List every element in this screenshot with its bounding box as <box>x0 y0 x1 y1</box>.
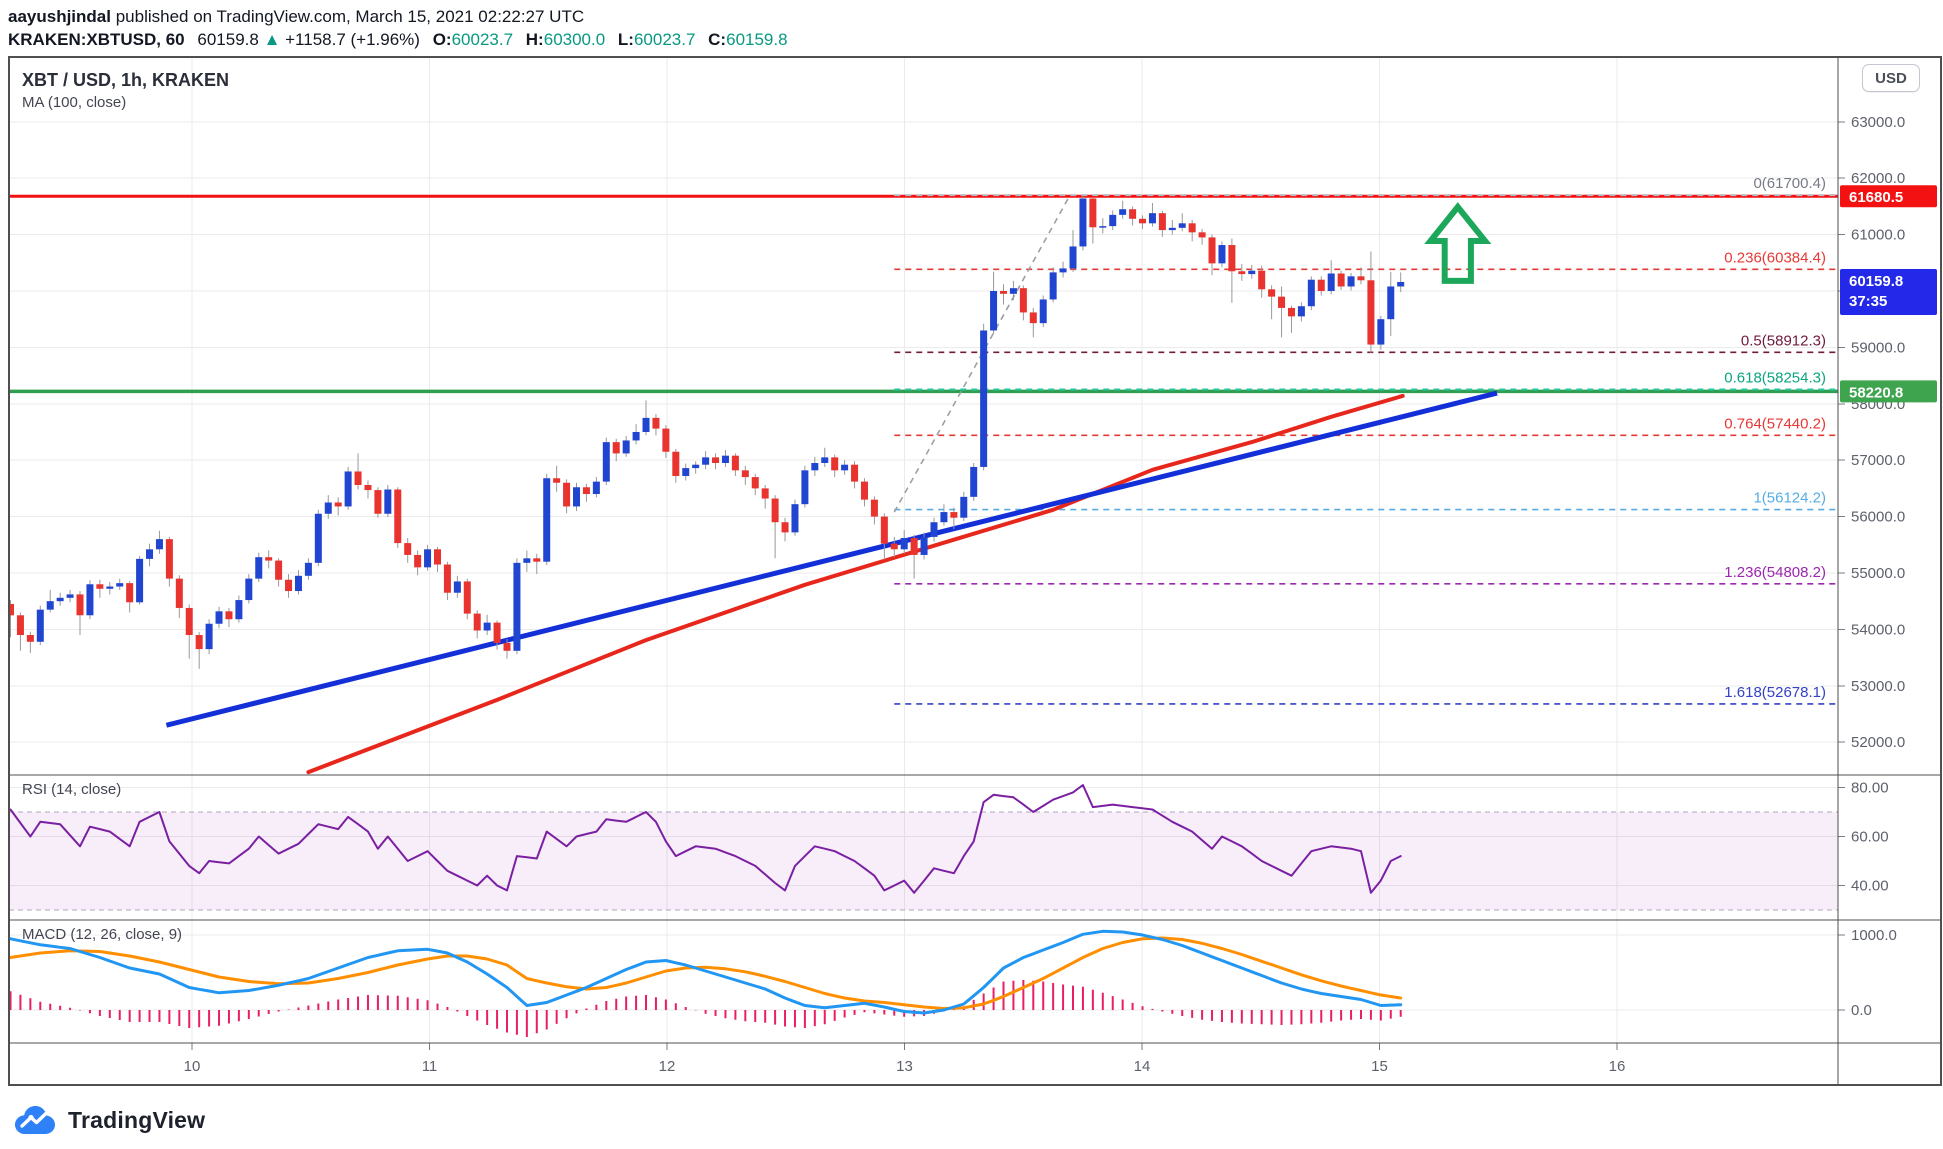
breakout-arrow-annotation <box>1424 202 1492 284</box>
macd-study-label: MACD (12, 26, close, 9) <box>22 926 183 943</box>
svg-text:40.00: 40.00 <box>1851 877 1889 894</box>
currency-toggle-button[interactable]: USD <box>1862 64 1920 92</box>
svg-text:14: 14 <box>1134 1058 1151 1075</box>
svg-text:60.00: 60.00 <box>1851 828 1889 845</box>
ascending-trendline[interactable] <box>165 390 1498 728</box>
ma-study-label: MA (100, close) <box>22 94 127 111</box>
time-axis[interactable]: 10 11 12 13 14 15 16 <box>184 1043 1626 1075</box>
high-value: 60300.0 <box>543 30 606 49</box>
svg-text:61680.5: 61680.5 <box>1849 189 1903 206</box>
svg-text:0.618(58254.3): 0.618(58254.3) <box>1724 369 1826 386</box>
gridlines <box>9 57 1838 1043</box>
svg-text:0(61700.4): 0(61700.4) <box>1753 175 1826 192</box>
svg-text:12: 12 <box>659 1058 676 1075</box>
svg-text:15: 15 <box>1371 1058 1388 1075</box>
macd-pane[interactable] <box>9 929 1403 1037</box>
svg-text:59000.0: 59000.0 <box>1851 339 1905 356</box>
svg-text:61000.0: 61000.0 <box>1851 227 1905 244</box>
svg-text:56000.0: 56000.0 <box>1851 509 1905 526</box>
close-label: C: <box>708 30 727 49</box>
svg-text:57000.0: 57000.0 <box>1851 452 1905 469</box>
macd-histogram <box>9 980 1402 1037</box>
svg-text:53000.0: 53000.0 <box>1851 678 1905 695</box>
svg-text:0.0: 0.0 <box>1851 1002 1872 1019</box>
svg-text:1(56124.2): 1(56124.2) <box>1753 490 1826 507</box>
svg-text:52000.0: 52000.0 <box>1851 734 1905 751</box>
svg-text:11: 11 <box>422 1058 438 1075</box>
open-label: O: <box>432 30 452 49</box>
tradingview-brand-text: TradingView <box>68 1106 206 1133</box>
price-axis[interactable]: 63000.062000.061000.060000.059000.058000… <box>1838 57 1941 1085</box>
svg-text:0.236(60384.4): 0.236(60384.4) <box>1724 249 1826 266</box>
svg-text:1.618(52678.1): 1.618(52678.1) <box>1724 684 1826 701</box>
svg-text:54000.0: 54000.0 <box>1851 621 1905 638</box>
svg-text:55000.0: 55000.0 <box>1851 565 1905 582</box>
tradingview-cloud-logo-icon <box>15 1106 55 1134</box>
support-price-tag: 58220.8 <box>1840 380 1937 403</box>
svg-text:1.236(54808.2): 1.236(54808.2) <box>1724 564 1826 581</box>
rsi-pane[interactable] <box>9 784 1838 911</box>
low-label: L: <box>617 30 634 49</box>
last-price-text: 60159.8 <box>197 30 259 49</box>
price-change-text: +1158.7 (+1.96%) <box>285 30 420 49</box>
alert-price-tag: 61680.5 <box>1840 185 1937 208</box>
svg-text:58220.8: 58220.8 <box>1849 384 1903 401</box>
tradingview-brand[interactable]: TradingView <box>12 1100 205 1140</box>
chart-title: XBT / USD, 1h, KRAKEN <box>22 70 230 90</box>
svg-text:0.5(58912.3): 0.5(58912.3) <box>1741 332 1826 349</box>
svg-text:1000.0: 1000.0 <box>1851 927 1897 944</box>
pane-borders <box>8 56 1942 1086</box>
open-value: 60023.7 <box>451 30 514 49</box>
horizontal-price-lines <box>9 194 1838 394</box>
last-price-tag: 60159.8 37:35 <box>1840 268 1937 315</box>
byline-username: aayushjindal <box>8 7 111 26</box>
svg-text:37:35: 37:35 <box>1849 293 1887 310</box>
main-price-pane[interactable] <box>7 194 1838 775</box>
low-value: 60023.7 <box>633 30 696 49</box>
svg-text:62000.0: 62000.0 <box>1851 170 1905 187</box>
svg-text:16: 16 <box>1609 1058 1626 1075</box>
fib-retracement-lines <box>894 194 1838 705</box>
ma-100-line <box>306 393 1405 775</box>
candlestick-series <box>9 195 1405 669</box>
svg-text:63000.0: 63000.0 <box>1851 114 1905 131</box>
high-label: H: <box>525 30 544 49</box>
svg-text:13: 13 <box>896 1058 913 1075</box>
byline-text: published on TradingView.com, March 15, … <box>110 7 585 26</box>
symbol-name: KRAKEN:XBTUSD, 60 <box>8 30 185 49</box>
up-triangle-icon: ▲ <box>263 30 281 49</box>
svg-text:60159.8: 60159.8 <box>1849 273 1903 290</box>
fib-level-labels: 0(61700.4) 0.236(60384.4) 0.5(58912.3) 0.61… <box>1724 175 1826 701</box>
svg-text:0.764(57440.2): 0.764(57440.2) <box>1724 415 1826 432</box>
svg-text:10: 10 <box>184 1058 201 1075</box>
byline: aayushjindal published on TradingView.co… <box>8 7 584 27</box>
symbol-status-line: KRAKEN:XBTUSD, 60 60159.8 ▲ +1158.7 (+1.… <box>8 30 788 50</box>
rsi-study-label: RSI (14, close) <box>22 781 122 798</box>
svg-text:80.00: 80.00 <box>1851 779 1889 796</box>
close-value: 60159.8 <box>726 30 788 49</box>
